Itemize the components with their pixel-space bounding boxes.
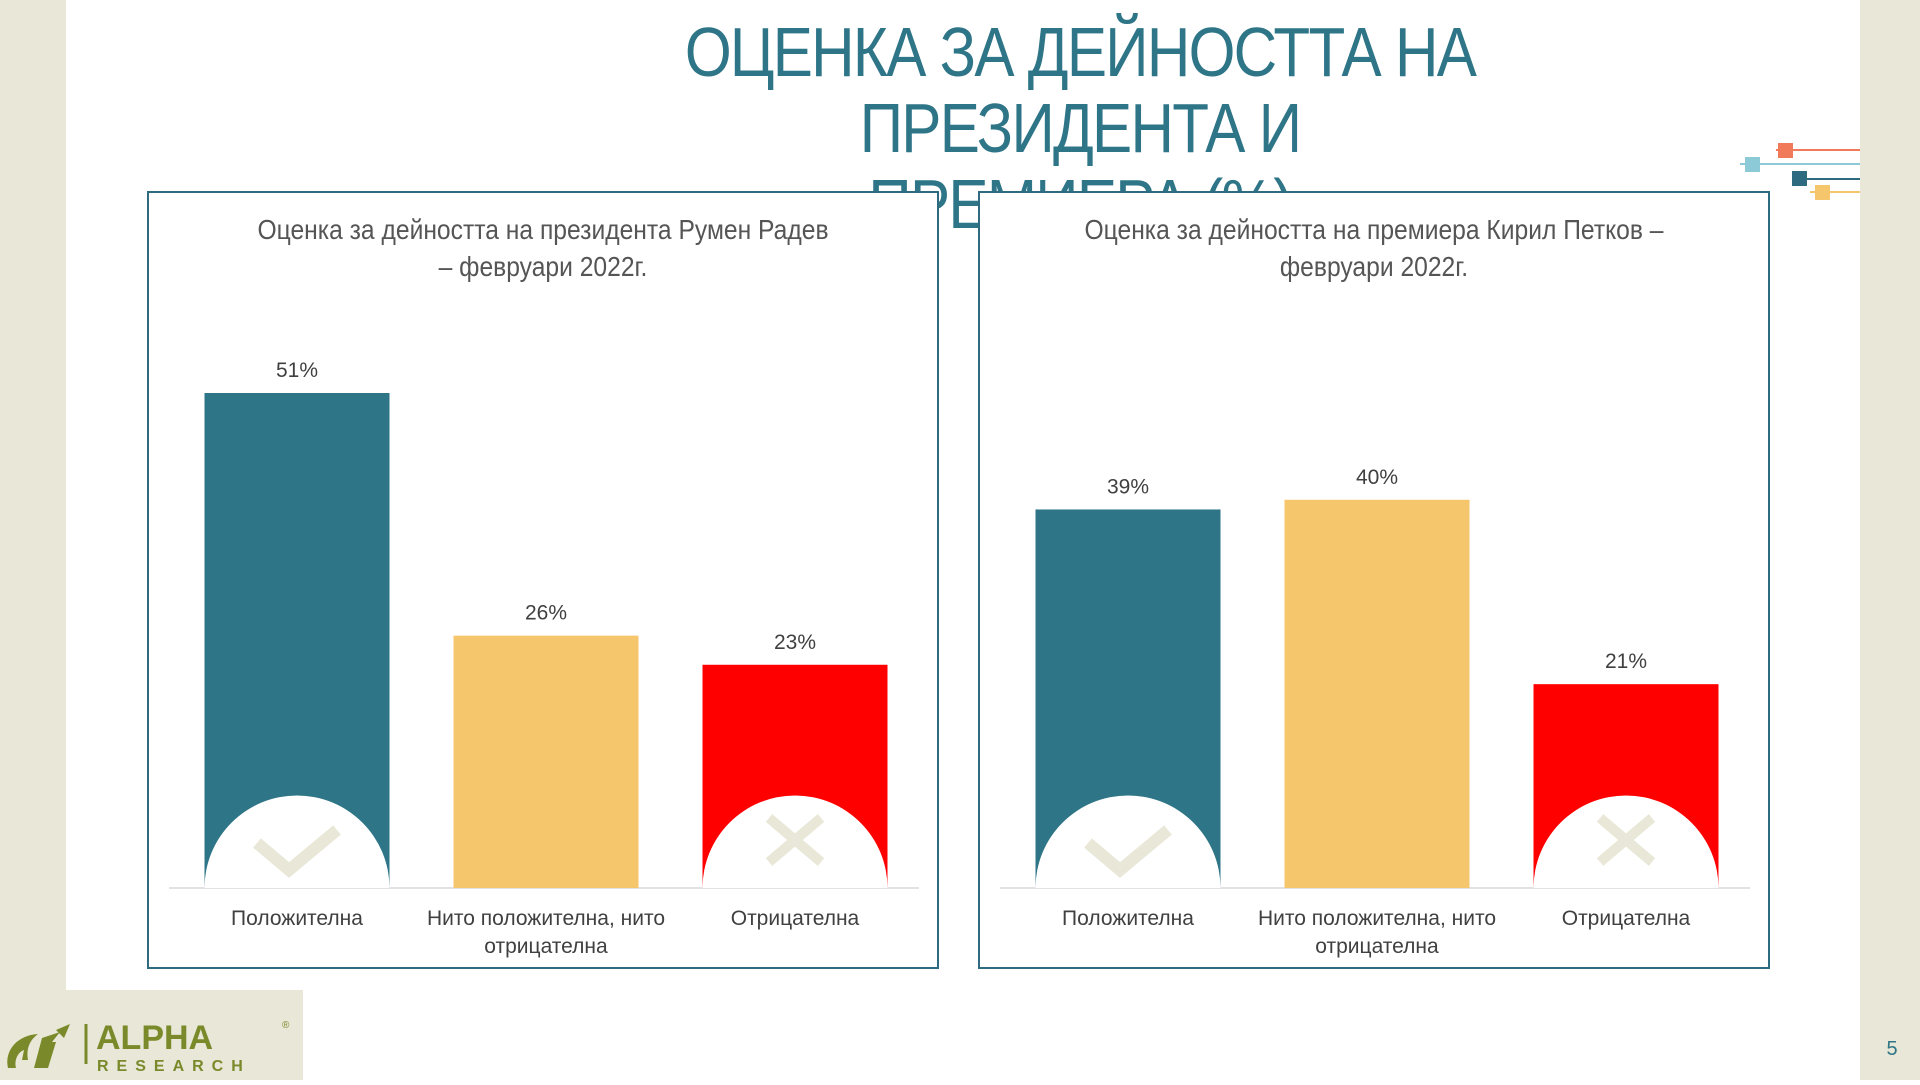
premier-chart-title-line-2: февруари 2022г. — [1279, 251, 1469, 282]
logo-subtitle: RESEARCH — [97, 1058, 251, 1075]
check-icon — [1035, 795, 1221, 888]
alpha-research-logo: ALPHA ® RESEARCH — [0, 990, 303, 1080]
premier-chart-title-line-1: Оценка за дейността на премиера Кирил Пе… — [1084, 214, 1664, 245]
data-label: 40% — [1356, 466, 1398, 489]
data-label: 51% — [276, 359, 318, 382]
bar — [453, 635, 639, 888]
category-label: Положителна — [1062, 907, 1194, 930]
data-label: 21% — [1605, 650, 1647, 673]
president-chart-title-line-2: – февруари 2022г. — [438, 251, 648, 282]
cross-icon — [1533, 795, 1719, 888]
cross-icon — [702, 795, 888, 888]
category-label: Нито положителна, нито — [427, 907, 665, 930]
alpha-research-logo-graphic: ALPHA ® RESEARCH — [7, 1019, 290, 1075]
category-label: Нито положителна, нито — [1258, 907, 1496, 930]
left-side-band — [0, 0, 66, 1080]
logo-registered-mark: ® — [282, 1020, 290, 1031]
check-icon — [204, 795, 390, 888]
data-label: 26% — [525, 602, 567, 625]
president-chart-panel: Оценка за дейността на президента Румен … — [147, 191, 939, 969]
category-label: Отрицателна — [1562, 907, 1691, 930]
data-label: 23% — [774, 631, 816, 654]
data-label: 39% — [1107, 475, 1149, 498]
president-bar-chart: 51% Положителна 26% Нито положителна, нито о… — [169, 359, 919, 958]
page-number: 5 — [1886, 1038, 1898, 1060]
president-chart-title-line-1: Оценка за дейността на президента Румен … — [257, 214, 829, 245]
right-side-band — [1860, 0, 1920, 1080]
category-label: Отрицателна — [731, 907, 860, 930]
premier-chart-panel: Оценка за дейността на премиера Кирил Пе… — [978, 191, 1770, 969]
logo-name: ALPHA — [96, 1019, 213, 1057]
category-label: отрицателна — [1315, 935, 1439, 958]
bar — [1284, 499, 1470, 888]
category-label: отрицателна — [484, 935, 608, 958]
premier-bar-chart: 39% Положителна 40% Нито положителна, нито о… — [1000, 466, 1750, 958]
president-chart-title: Оценка за дейността на президента Румен … — [231, 211, 854, 285]
decorative-lines-icon — [1740, 143, 1860, 200]
category-label: Положителна — [231, 907, 363, 930]
slide-title-line-1: ОЦЕНКА ЗА ДЕЙНОСТТА НА ПРЕЗИДЕНТА И — [684, 13, 1477, 167]
premier-chart-title: Оценка за дейността на премиера Кирил Пе… — [1062, 211, 1685, 285]
